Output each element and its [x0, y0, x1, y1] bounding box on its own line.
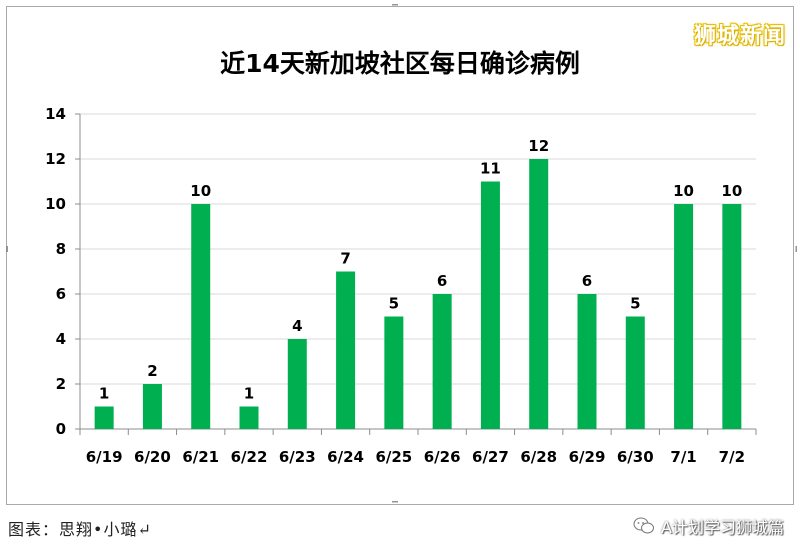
- resize-handle-bottom[interactable]: ⋯: [392, 497, 399, 508]
- source-label: A计划学习狮城篇: [661, 518, 784, 537]
- x-tick-label: 6/29: [569, 448, 606, 466]
- data-label: 4: [292, 317, 302, 335]
- bar: [191, 204, 211, 429]
- data-label: 10: [673, 182, 694, 200]
- x-tick-label: 6/20: [134, 448, 171, 466]
- source-credit: A计划学习狮城篇: [633, 514, 784, 538]
- bar: [384, 316, 404, 429]
- y-tick-label: 8: [56, 240, 66, 258]
- data-label: 5: [389, 295, 399, 313]
- bar: [432, 294, 452, 429]
- x-tick-label: 6/22: [231, 448, 268, 466]
- data-label: 6: [582, 272, 592, 290]
- watermark-logo: 狮城新闻: [693, 24, 786, 49]
- x-tick-label: 6/23: [279, 448, 316, 466]
- resize-handle-top[interactable]: ⋯: [392, 0, 399, 11]
- bar: [674, 204, 694, 429]
- data-label: 7: [340, 250, 350, 268]
- data-label: 1: [99, 385, 109, 403]
- bar: [287, 339, 307, 429]
- data-label: 6: [437, 272, 447, 290]
- data-label: 11: [480, 160, 501, 178]
- x-tick-label: 7/1: [670, 448, 696, 466]
- data-label: 5: [630, 295, 640, 313]
- wechat-icon: [633, 517, 655, 534]
- bar: [722, 204, 742, 429]
- bar: [577, 294, 597, 429]
- data-label: 10: [190, 182, 211, 200]
- y-tick-label: 12: [45, 150, 66, 168]
- x-tick-label: 6/27: [472, 448, 509, 466]
- data-label: 12: [528, 137, 549, 155]
- x-tick-label: 6/26: [424, 448, 461, 466]
- y-tick-label: 10: [45, 195, 66, 213]
- figure-caption: 图表：思翔•小璐↵: [8, 520, 152, 539]
- x-tick-label: 6/21: [182, 448, 219, 466]
- x-tick-label: 7/2: [719, 448, 745, 466]
- chart-title: 近14天新加坡社区每日确诊病例: [220, 49, 580, 78]
- y-tick-label: 0: [56, 420, 66, 438]
- bar: [529, 159, 549, 429]
- x-tick-label: 6/25: [375, 448, 412, 466]
- data-label: 10: [721, 182, 742, 200]
- x-tick-label: 6/30: [617, 448, 654, 466]
- y-tick-label: 4: [56, 330, 66, 348]
- x-tick-label: 6/24: [327, 448, 364, 466]
- bar: [336, 271, 356, 429]
- bar: [142, 384, 162, 429]
- y-tick-label: 14: [45, 105, 66, 123]
- bar: [94, 406, 114, 429]
- bar: [239, 406, 259, 429]
- bar: [480, 181, 500, 429]
- y-tick-label: 2: [56, 375, 66, 393]
- data-label: 2: [147, 362, 157, 380]
- y-tick-label: 6: [56, 285, 66, 303]
- data-label: 1: [244, 385, 254, 403]
- bar: [625, 316, 645, 429]
- x-tick-label: 6/28: [520, 448, 557, 466]
- x-tick-label: 6/19: [86, 448, 123, 466]
- resize-handle-left[interactable]: ⋯: [1, 246, 12, 253]
- resize-handle-right[interactable]: ⋯: [790, 246, 800, 253]
